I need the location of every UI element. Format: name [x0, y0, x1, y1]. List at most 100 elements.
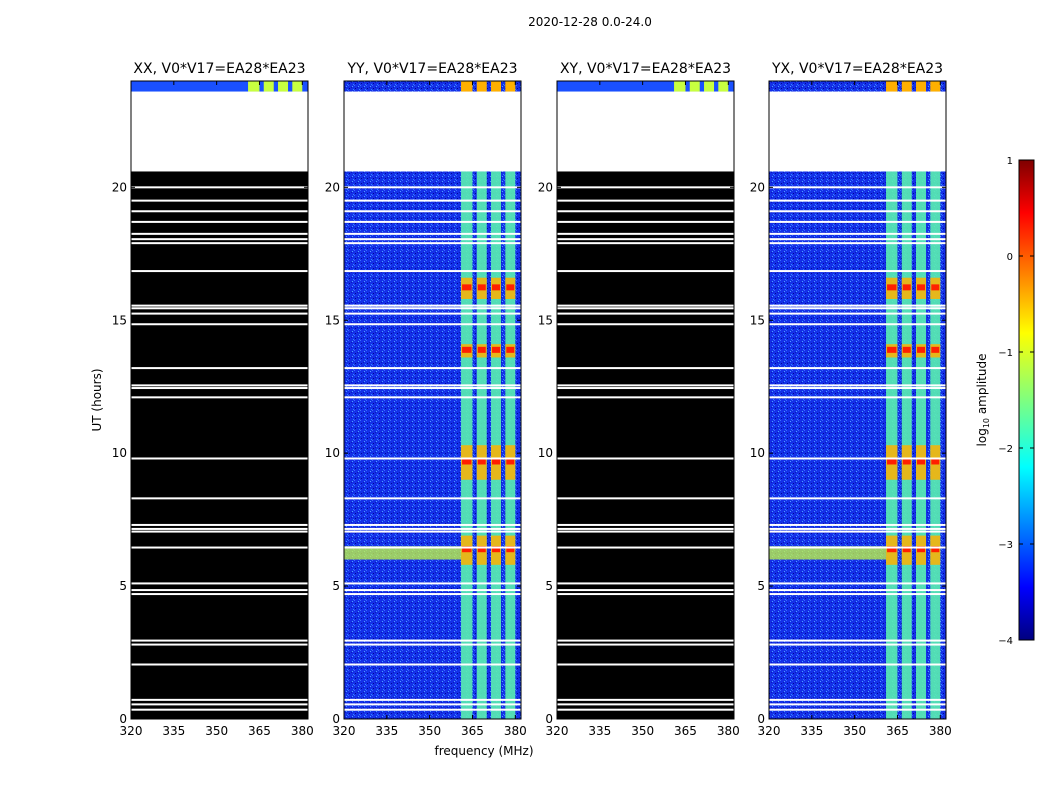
gap-line [344, 497, 521, 500]
gap-line [344, 312, 521, 315]
top-sliver-band [461, 81, 473, 92]
gap-line [557, 242, 734, 245]
rfi-event-core [506, 346, 515, 353]
rfi-event-core [931, 284, 940, 291]
gap-line [131, 589, 308, 592]
colorbar: 10−1−2−3−4 log10 amplitude [975, 156, 1035, 647]
gap-line [131, 497, 308, 500]
rfi-event-core [477, 284, 486, 291]
y-tick-label: 0 [757, 712, 765, 726]
rfi-event-core [492, 346, 501, 353]
gap-line [344, 384, 521, 387]
gap-line [557, 307, 734, 310]
rfi-event-core [902, 284, 911, 291]
panel-title: YY, V0*V17=EA28*EA23 [346, 61, 517, 77]
gap-line [769, 307, 946, 310]
gap-line [557, 708, 734, 711]
gap-line [769, 396, 946, 399]
broadband-event [769, 546, 887, 560]
gap-line [131, 639, 308, 642]
gap-line [769, 186, 946, 189]
y-tick-label: 0 [545, 712, 553, 726]
rfi-event-core [917, 546, 926, 553]
rfi-event-core [917, 458, 926, 465]
gap-line [769, 497, 946, 500]
gap-line [131, 242, 308, 245]
gap-line [344, 220, 521, 223]
gap-line [344, 639, 521, 642]
no-data-window [769, 91, 946, 172]
panel-3: YX, V0*V17=EA28*EA23 320 335 350 365 380 0 5 10 1… [750, 61, 952, 738]
gap-line [131, 210, 308, 213]
gap-line [557, 186, 734, 189]
x-tick-label: 350 [843, 724, 866, 738]
colorbar-tick-label: −1 [998, 348, 1013, 359]
colorbar-gradient [1018, 159, 1035, 641]
rfi-event-core [477, 546, 486, 553]
rfi-event-core [917, 284, 926, 291]
gap-line [557, 199, 734, 202]
gap-line [344, 387, 521, 390]
y-tick-label: 5 [545, 579, 553, 593]
gap-line [131, 708, 308, 711]
gap-line [769, 582, 946, 585]
gap-line [557, 387, 734, 390]
rfi-event-core [931, 458, 940, 465]
gap-line [131, 703, 308, 706]
rfi-event-core [477, 458, 486, 465]
gap-line [769, 639, 946, 642]
y-tick-label: 20 [325, 180, 340, 194]
gap-line [344, 643, 521, 646]
gap-line [131, 323, 308, 326]
x-tick-label: 350 [631, 724, 654, 738]
x-tick-label: 365 [461, 724, 484, 738]
rfi-event-core [902, 546, 911, 553]
rfi-event-core [887, 284, 897, 291]
panel-frame [556, 80, 735, 720]
gap-line [344, 323, 521, 326]
gap-line [344, 367, 521, 370]
panels-group: XX, V0*V17=EA28*EA23 320 335 350 365 380 0 5 10 1… [112, 61, 952, 738]
gap-line [557, 639, 734, 642]
colorbar-ticks: 1 0 −1 −2 −3 −4 [998, 156, 1034, 647]
y-tick-label: 5 [119, 579, 127, 593]
gap-line [769, 663, 946, 666]
gap-line [557, 530, 734, 533]
x-axis-label: frequency (MHz) [434, 744, 533, 758]
y-tick-label: 10 [325, 446, 340, 460]
gap-line [344, 307, 521, 310]
no-data-window [557, 91, 734, 172]
x-tick-label: 365 [674, 724, 697, 738]
gap-line [344, 186, 521, 189]
x-tick-label: 335 [375, 724, 398, 738]
x-tick-label: 335 [162, 724, 185, 738]
x-tick-label: 335 [800, 724, 823, 738]
gap-line [769, 589, 946, 592]
gap-line [769, 323, 946, 326]
panel-frame [130, 80, 309, 720]
broadband-event [344, 546, 462, 560]
flagged-region [557, 171, 734, 720]
y-tick-label: 15 [112, 313, 127, 327]
colorbar-tick-label: 0 [1007, 252, 1013, 263]
gap-line [131, 396, 308, 399]
gap-line [131, 312, 308, 315]
gap-line [769, 708, 946, 711]
gap-line [557, 457, 734, 460]
rfi-event-core [887, 546, 897, 553]
x-tick-label: 365 [248, 724, 271, 738]
rfi-event-core [462, 284, 472, 291]
panel-title: XX, V0*V17=EA28*EA23 [133, 61, 305, 77]
gap-line [344, 703, 521, 706]
gap-line [557, 698, 734, 701]
gap-line [131, 457, 308, 460]
gap-line [131, 304, 308, 307]
y-tick-label: 10 [112, 446, 127, 460]
gap-line [131, 238, 308, 241]
gap-line [557, 270, 734, 273]
x-tick-label: 380 [291, 724, 314, 738]
y-tick-label: 20 [750, 180, 765, 194]
top-sliver-band [674, 81, 686, 92]
gap-line [131, 270, 308, 273]
